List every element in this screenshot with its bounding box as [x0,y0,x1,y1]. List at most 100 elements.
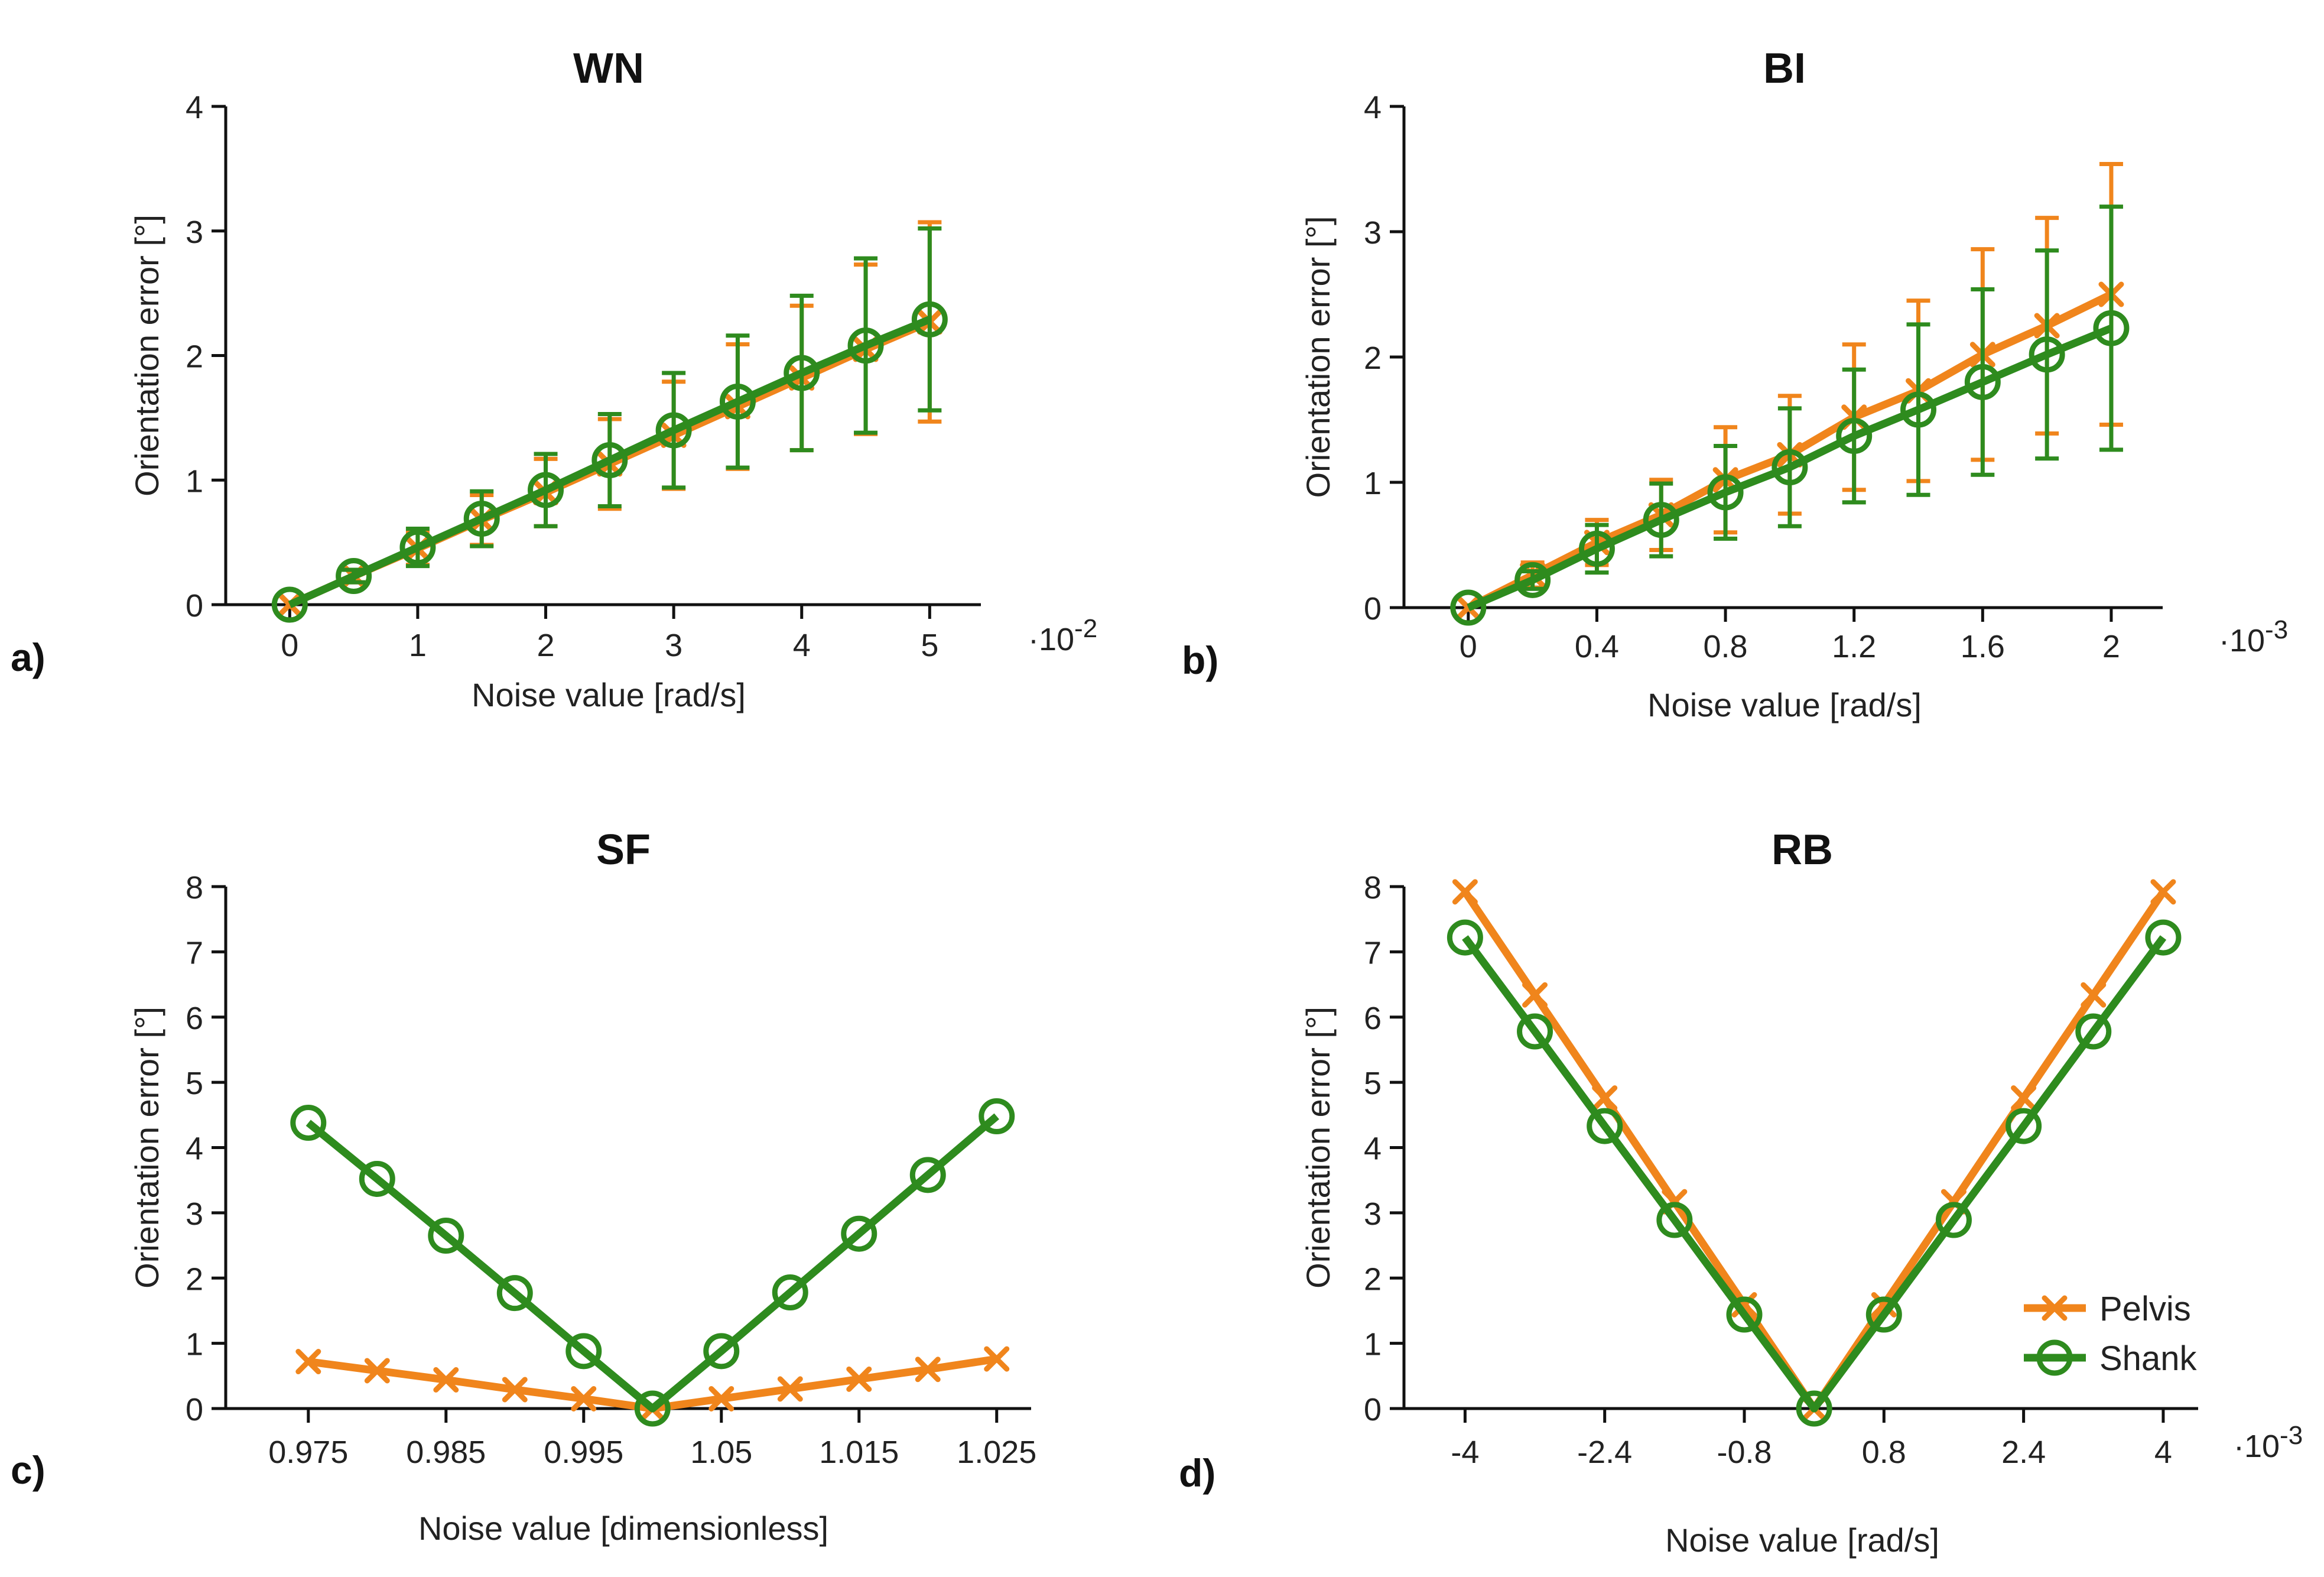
x-tick-label: 0.8 [1862,1435,1906,1470]
data-point [359,1160,395,1197]
series-shank [271,226,948,623]
y-tick-label: 0 [1364,591,1382,627]
x-tick-label: 1.6 [1961,629,2005,664]
x-tick-label: 1.025 [957,1435,1036,1470]
x-tick-label: 0.995 [544,1435,623,1470]
data-point [463,501,500,537]
data-point [846,1366,872,1392]
data-point [784,355,820,391]
panel-label: d) [1179,1451,1215,1495]
data-point [703,1333,740,1370]
series-line [288,316,931,608]
y-tick-label: 7 [186,935,203,971]
x-tick-label: 0.985 [406,1435,486,1470]
series-pelvis [1452,879,2176,1422]
data-point [979,1098,1015,1135]
y-tick-label: 2 [186,339,203,375]
chart-panel-bi: 0 1 2 3 4 0 0.4 0.8 1.2 1.6 2 ·10-3 BI Noise value [r… [1182,45,2288,723]
data-point [290,1105,327,1141]
data-point [565,1333,602,1370]
data-point [295,1349,321,1375]
data-point [336,558,372,595]
x-axis-label: Noise value [rad/s] [1647,686,1922,723]
data-point [502,1377,528,1403]
data-point [1796,1390,1832,1427]
x-tick-label: 1.05 [690,1435,752,1470]
y-tick-label: 6 [1364,1001,1382,1036]
y-tick-label: 5 [1364,1066,1382,1101]
x-axis-label: Noise value [dimensionless] [418,1510,828,1547]
y-tick-label: 1 [1364,1327,1382,1362]
x-tick-label: 2 [537,628,555,663]
data-point [2006,1108,2042,1144]
data-point [634,1390,671,1427]
x-tick-label: 1.015 [819,1435,899,1470]
data-point [1900,391,1937,428]
y-tick-label: 1 [1364,466,1382,501]
panel-label: c) [11,1448,45,1492]
chart-title: BI [1763,45,1806,92]
legend-label-pelvis: Pelvis [2099,1290,2191,1328]
data-point [655,412,692,449]
y-tick-label: 0 [186,1392,203,1427]
x-tick-label: 1 [409,628,427,663]
y-tick-label: 5 [186,1066,203,1101]
series-line [307,1355,997,1413]
data-point [271,586,308,623]
data-point [2150,879,2176,905]
x-tick-label: 2 [2102,629,2120,664]
y-tick-label: 4 [1364,90,1382,125]
y-tick-label: 3 [186,215,203,250]
data-point [2093,310,2130,346]
data-point [777,1376,803,1402]
legend: Pelvis Shank [2024,1290,2197,1378]
chart-panel-wn: 0 1 2 3 4 0 1 2 3 4 5 ·10-2 WN Noise value [rad/s] Ori… [11,45,1097,713]
y-tick-label: 0 [1364,1392,1382,1427]
data-point [1935,1202,1972,1238]
data-point [915,1357,941,1383]
series-line [1462,935,2167,1413]
x-axis-label: Noise value [rad/s] [472,676,746,713]
chart-title: SF [596,826,651,874]
data-point [571,1385,597,1411]
data-point [496,1275,533,1312]
y-tick-label: 8 [186,870,203,906]
legend-marker-shank [2036,1339,2073,1376]
data-point [2075,1013,2112,1050]
y-tick-label: 4 [1364,1131,1382,1167]
x-tick-label: 4 [2154,1435,2172,1470]
x-axis-label: Noise value [rad/s] [1665,1521,1939,1559]
x-tick-label: 0 [281,628,298,663]
y-axis-label: Orientation error [°] [128,215,165,497]
y-tick-label: 2 [1364,340,1382,376]
chart-title: WN [573,45,644,92]
y-axis-label: Orientation error [°] [128,1007,165,1289]
y-tick-label: 3 [1364,215,1382,251]
data-point [528,472,564,508]
data-point [1587,1108,1623,1144]
data-point [841,1215,877,1252]
x-tick-label: 0.4 [1575,629,1619,664]
data-point [1726,1296,1763,1333]
panel-label: a) [11,635,45,679]
data-point [1514,562,1551,598]
data-point [1656,1202,1693,1238]
data-point [433,1367,459,1393]
data-point [719,383,756,420]
data-point [591,442,628,479]
data-point [399,529,436,566]
y-tick-label: 2 [186,1261,203,1297]
x-tick-label: 3 [665,628,682,663]
x-tick-label: -0.8 [1717,1435,1772,1470]
legend-label-shank: Shank [2099,1339,2197,1378]
data-point [364,1358,390,1384]
data-point [2029,336,2065,373]
x-exponent-label: ·10-3 [2234,1421,2303,1464]
y-tick-label: 0 [186,588,203,624]
x-tick-label: 5 [921,628,938,663]
x-exponent-label: ·10-2 [1028,614,1097,657]
data-point [1450,589,1487,626]
series-shank [290,1098,1015,1427]
y-tick-label: 2 [1364,1261,1382,1297]
